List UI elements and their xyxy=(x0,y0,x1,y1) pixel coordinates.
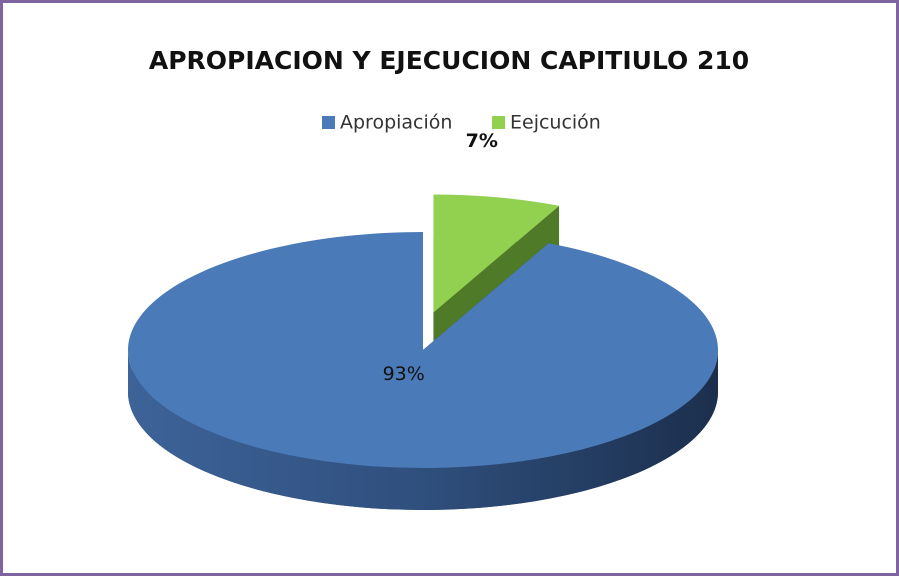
pie-slice xyxy=(128,232,719,469)
pie-slice-side xyxy=(128,350,718,510)
legend-swatch xyxy=(322,116,335,129)
legend-swatch xyxy=(492,116,505,129)
chart-title: APROPIACION Y EJECUCION CAPITIULO 210 xyxy=(149,46,749,75)
pie-slice xyxy=(433,194,560,313)
legend-label: Eejcución xyxy=(510,112,601,134)
data-label: 7% xyxy=(466,130,498,152)
legend-label: Apropiación xyxy=(340,112,452,134)
data-label: 93% xyxy=(383,363,425,385)
